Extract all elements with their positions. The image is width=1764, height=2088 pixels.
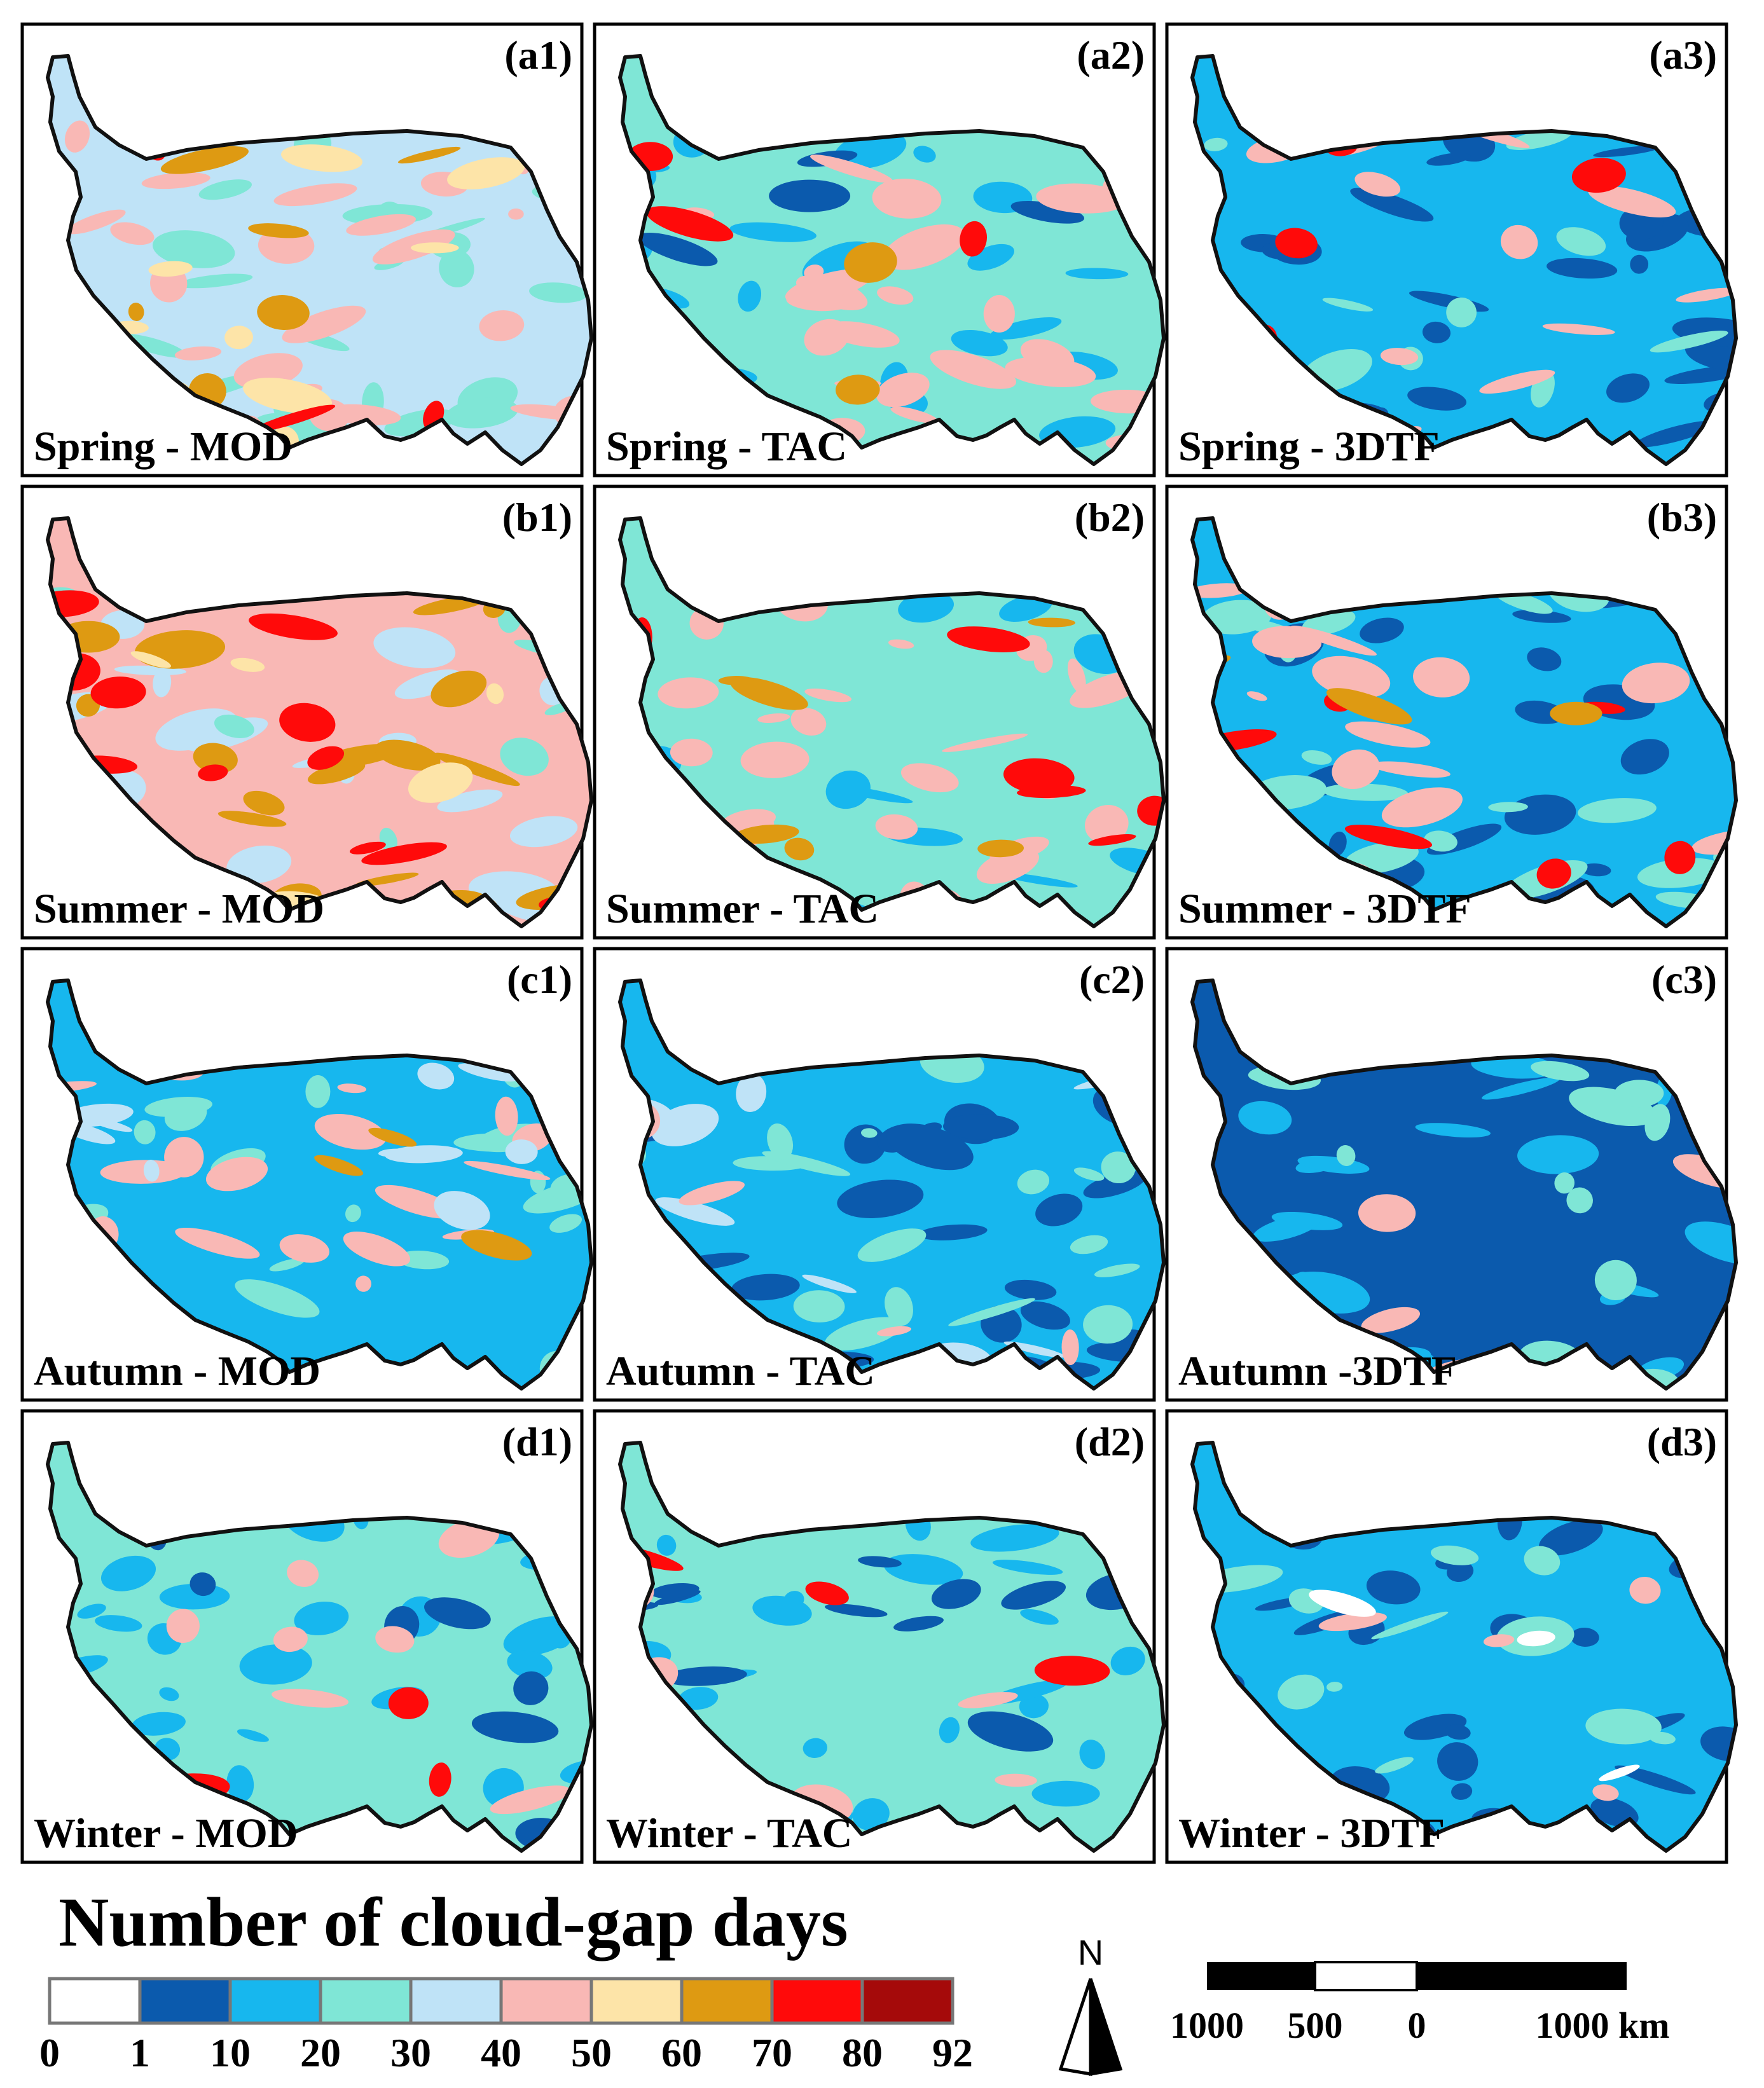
legend-swatch bbox=[589, 1977, 684, 2025]
plateau-boundary bbox=[1190, 516, 1738, 928]
plateau-boundary bbox=[1190, 54, 1738, 466]
panel-label: Autumn - MOD bbox=[34, 1348, 320, 1394]
legend: Number of cloud-gap days 0 1 10 20 30 40 50 60 7… bbox=[39, 1883, 973, 2075]
map-panel: (a2) Spring - TAC bbox=[593, 22, 1166, 477]
panel-label: Spring - 3DTF bbox=[1178, 423, 1440, 470]
panel-label: Spring - TAC bbox=[606, 423, 847, 470]
scale-segment bbox=[1207, 1962, 1315, 1990]
plateau-boundary bbox=[46, 979, 593, 1391]
map-panel: (b1) Summer - MOD bbox=[20, 484, 593, 940]
map-panel: (d2) Winter - TAC bbox=[593, 1409, 1166, 1864]
panel-label: Winter - 3DTF bbox=[1178, 1810, 1445, 1857]
panel-label: Spring - MOD bbox=[34, 423, 293, 470]
panel-id: (c3) bbox=[1651, 957, 1717, 1002]
panel-id: (b1) bbox=[502, 495, 572, 540]
legend-color-bar bbox=[48, 1977, 954, 2025]
panel-id: (d2) bbox=[1075, 1419, 1145, 1464]
panel-label: Autumn - TAC bbox=[606, 1348, 875, 1394]
map-panel-grid: (a1) Spring - MOD (a2) Spring - TAC (a3) Spri… bbox=[20, 22, 1738, 1864]
plateau-boundary bbox=[46, 54, 593, 466]
legend-tick-label: 30 bbox=[390, 2030, 431, 2075]
map-panel: (c3) Autumn -3DTF bbox=[1165, 947, 1738, 1402]
map-panel: (d1) Winter - MOD bbox=[20, 1409, 593, 1864]
panel-id: (d1) bbox=[502, 1419, 572, 1464]
panel-label: Summer - 3DTF bbox=[1178, 886, 1471, 932]
plateau-boundary bbox=[618, 979, 1166, 1391]
panel-label: Summer - MOD bbox=[34, 886, 324, 932]
scale-label: 1000 bbox=[1170, 2005, 1244, 2046]
map-panel: (b2) Summer - TAC bbox=[593, 484, 1166, 940]
legend-tick-label: 1 bbox=[130, 2030, 150, 2075]
legend-tick-label: 40 bbox=[481, 2030, 521, 2075]
legend-swatch bbox=[48, 1977, 142, 2025]
panel-id: (c1) bbox=[507, 957, 572, 1002]
panel-id: (c2) bbox=[1079, 957, 1145, 1002]
plateau-map bbox=[620, 56, 1164, 464]
legend-tick-label: 10 bbox=[210, 2030, 251, 2075]
legend-swatch bbox=[770, 1977, 864, 2025]
legend-title: Number of cloud-gap days bbox=[59, 1883, 848, 1961]
plateau-boundary bbox=[1190, 1441, 1738, 1853]
legend-tick-label: 20 bbox=[300, 2030, 341, 2075]
panel-id: (b2) bbox=[1075, 495, 1145, 540]
map-panel: (a3) Spring - 3DTF bbox=[1165, 22, 1738, 477]
panel-label: Winter - MOD bbox=[34, 1810, 298, 1857]
plateau-boundary bbox=[1190, 979, 1738, 1391]
plateau-boundary bbox=[618, 1441, 1166, 1853]
plateau-boundary bbox=[618, 516, 1166, 928]
panel-id: (d3) bbox=[1647, 1419, 1717, 1464]
north-arrow-icon: N bbox=[1058, 1932, 1123, 2076]
legend-swatch bbox=[138, 1977, 232, 2025]
panel-label: Winter - TAC bbox=[606, 1810, 852, 1857]
legend-swatch bbox=[409, 1977, 503, 2025]
legend-tick-labels: 0 1 10 20 30 40 50 60 70 80 92 bbox=[39, 2030, 973, 2075]
legend-tick-label: 60 bbox=[661, 2030, 702, 2075]
map-panel: (c2) Autumn - TAC bbox=[593, 947, 1166, 1402]
panel-id: (a1) bbox=[504, 32, 572, 78]
plateau-boundary bbox=[618, 54, 1166, 466]
north-label: N bbox=[1078, 1932, 1103, 1972]
map-panel: (d3) Winter - 3DTF bbox=[1165, 1409, 1738, 1864]
scale-label: 500 bbox=[1288, 2005, 1343, 2046]
map-panel: (a1) Spring - MOD bbox=[20, 22, 593, 477]
scale-bar: 1000 500 0 1000 km bbox=[1170, 1961, 1670, 2046]
panel-id: (a3) bbox=[1649, 32, 1717, 78]
legend-tick-label: 0 bbox=[39, 2030, 60, 2075]
panel-id: (b3) bbox=[1647, 495, 1717, 540]
panel-label: Summer - TAC bbox=[606, 886, 879, 932]
scale-label: 0 bbox=[1408, 2005, 1426, 2046]
panel-id: (a2) bbox=[1077, 32, 1145, 78]
legend-swatch bbox=[319, 1977, 413, 2025]
legend-swatch bbox=[499, 1977, 593, 2025]
legend-swatch bbox=[680, 1977, 774, 2025]
legend-tick-label: 92 bbox=[932, 2030, 973, 2075]
legend-swatch bbox=[860, 1977, 954, 2025]
plateau-boundary bbox=[46, 516, 593, 928]
scale-label: 1000 km bbox=[1535, 2005, 1669, 2046]
panel-label: Autumn -3DTF bbox=[1178, 1348, 1457, 1394]
scale-segment bbox=[1417, 1962, 1627, 1990]
legend-swatch bbox=[228, 1977, 322, 2025]
map-panel: (b3) Summer - 3DTF bbox=[1165, 484, 1738, 940]
plateau-boundary bbox=[46, 1441, 593, 1853]
legend-tick-label: 70 bbox=[752, 2030, 792, 2075]
legend-tick-label: 80 bbox=[842, 2030, 883, 2075]
scale-segment bbox=[1314, 1961, 1418, 1991]
map-panel: (c1) Autumn - MOD bbox=[20, 947, 593, 1402]
legend-tick-label: 50 bbox=[571, 2030, 612, 2075]
